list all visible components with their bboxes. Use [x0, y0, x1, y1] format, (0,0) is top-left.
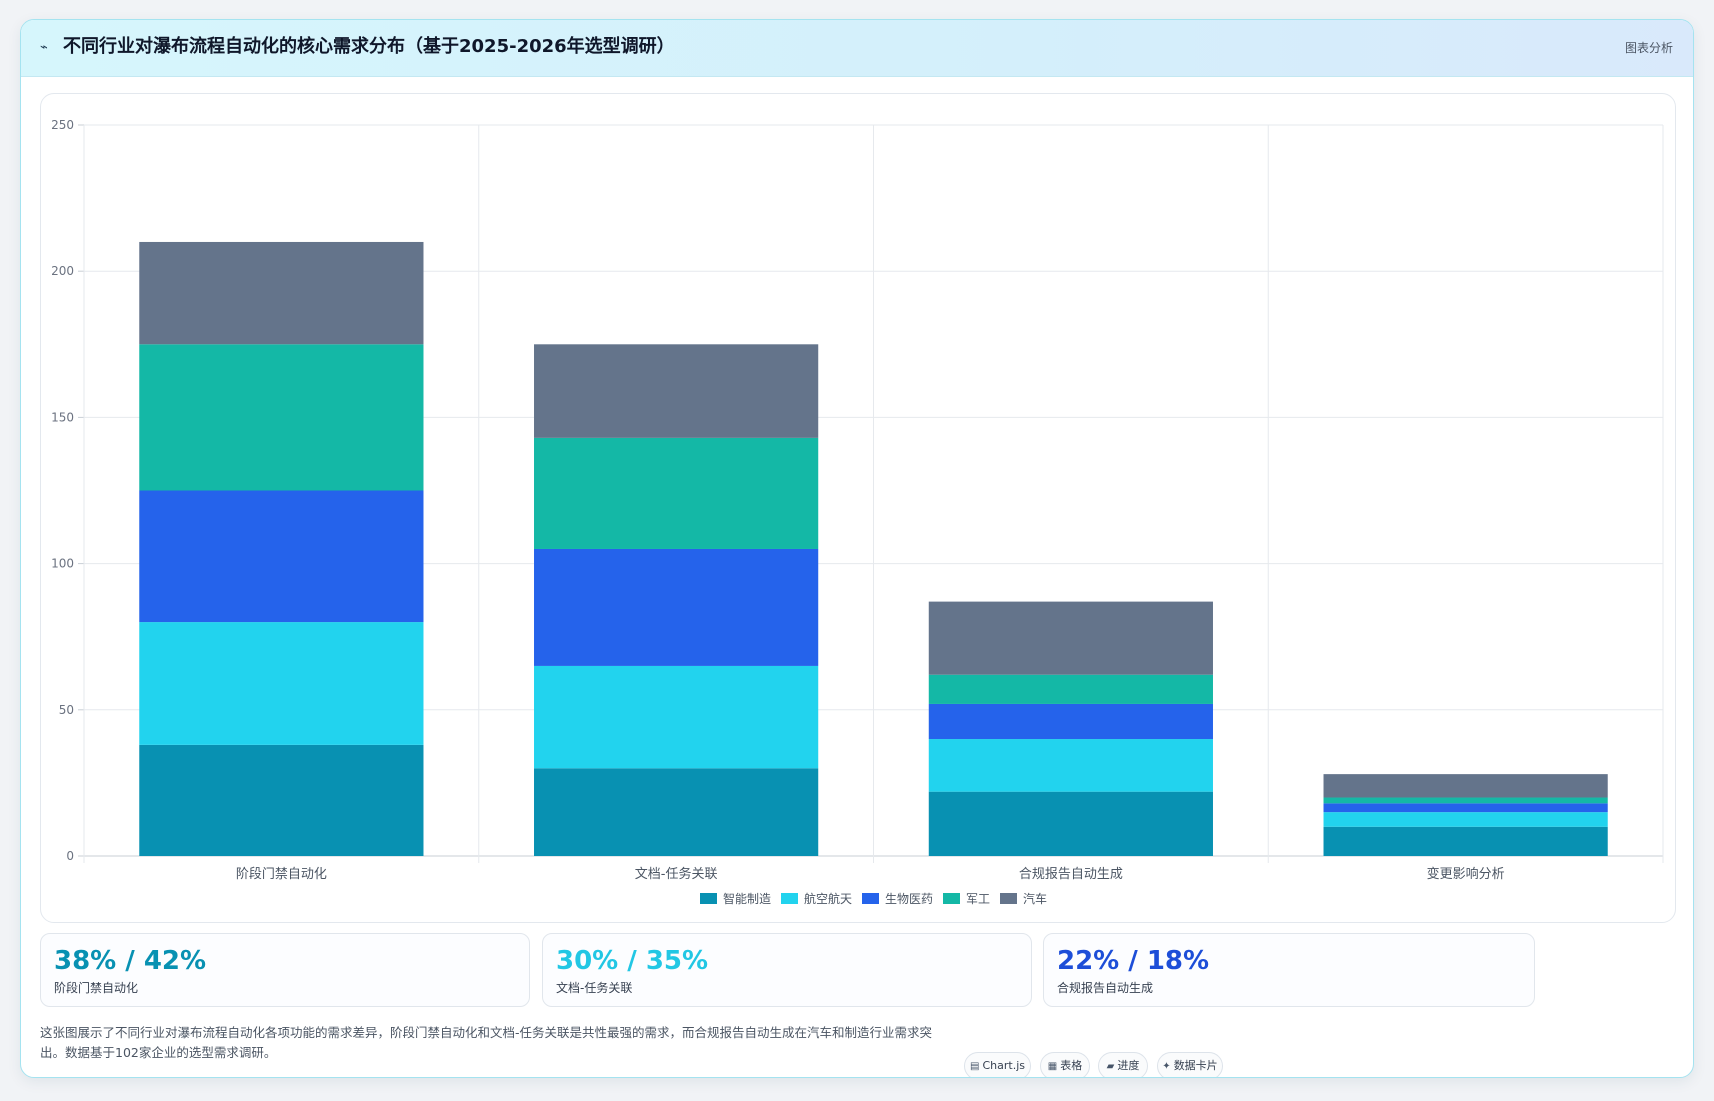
stat-label: 文档-任务关联 [556, 981, 633, 995]
progress-icon: ▰ [1106, 1061, 1115, 1072]
bar-segment [139, 344, 424, 491]
bar-segment [139, 241, 424, 345]
stat-card-doc-task: 30% / 35% 文档-任务关联 [542, 933, 1032, 1007]
chip-chartjs[interactable]: ▤ Chart.js [964, 1052, 1031, 1077]
bar-segment [139, 622, 424, 745]
chip-label: Chart.js [982, 1059, 1025, 1072]
legend-label: 汽车 [1023, 891, 1047, 906]
page-title: 不同行业对瀑布流程自动化的核心需求分布（基于2025-2026年选型调研） [63, 36, 675, 57]
bar-segment [928, 674, 1213, 704]
card-header: ⌁ 不同行业对瀑布流程自动化的核心需求分布（基于2025-2026年选型调研） … [21, 20, 1693, 77]
bar-segment [928, 601, 1213, 675]
trend-icon: ⌁ [40, 40, 48, 55]
bar-segment [928, 739, 1213, 792]
legend-swatch [700, 893, 717, 904]
stacked-bar-chart: 0 50 100 150 200 250 阶段门禁自动化 文档-任务关联 合规报告自动生成 变更影… [51, 118, 1664, 906]
stat-value: 22% / 18% [1057, 946, 1210, 976]
y-tick-label: 50 [59, 703, 74, 717]
chart-panel: 0 50 100 150 200 250 阶段门禁自动化 文档-任务关联 合规报告自动生成 变更影… [40, 93, 1676, 923]
legend-swatch [943, 893, 960, 904]
bar-segment [534, 768, 819, 856]
chip-table[interactable]: ▦ 表格 [1040, 1052, 1090, 1077]
y-tick-label: 200 [51, 264, 74, 278]
x-tick-label: 文档-任务关联 [635, 866, 718, 882]
chart-icon: ▤ [970, 1061, 980, 1072]
bar-segment [1323, 797, 1608, 804]
chip-data-card[interactable]: ✦ 数据卡片 [1157, 1052, 1223, 1077]
table-icon: ▦ [1047, 1061, 1058, 1072]
chip-progress[interactable]: ▰ 进度 [1098, 1052, 1148, 1077]
stat-label: 合规报告自动生成 [1057, 981, 1154, 995]
bar-segment [139, 490, 424, 623]
legend-swatch [781, 893, 798, 904]
chart-card: ⌁ 不同行业对瀑布流程自动化的核心需求分布（基于2025-2026年选型调研） … [20, 19, 1694, 1078]
y-tick-label: 100 [51, 557, 74, 571]
bar-segment [1323, 774, 1608, 798]
y-tick-label: 0 [66, 849, 74, 863]
bar-segment [928, 791, 1213, 856]
bar-segment [534, 437, 819, 549]
legend-label: 生物医药 [885, 892, 933, 906]
stat-value: 38% / 42% [54, 946, 207, 976]
bar-segment [139, 744, 424, 856]
chart-description: 这张图展示了不同行业对瀑布流程自动化各项功能的需求差异，阶段门禁自动化和文档-任… [40, 1025, 933, 1060]
legend-swatch [862, 893, 879, 904]
bar-segment [1323, 812, 1608, 827]
x-tick-label: 变更影响分析 [1427, 866, 1505, 882]
bar-segment [534, 548, 819, 666]
stat-card-compliance: 22% / 18% 合规报告自动生成 [1043, 933, 1535, 1007]
legend-label: 航空航天 [804, 891, 852, 906]
bar-segment [1323, 826, 1608, 856]
x-tick-label: 阶段门禁自动化 [236, 867, 327, 882]
bar-segment [928, 703, 1213, 740]
stat-label: 阶段门禁自动化 [54, 981, 139, 995]
chip-label: 表格 [1060, 1059, 1083, 1072]
bar-segment [534, 665, 819, 769]
x-tick-label: 合规报告自动生成 [1019, 867, 1123, 882]
chip-label: 数据卡片 [1173, 1059, 1218, 1072]
bar-segment [1323, 803, 1608, 813]
y-tick-label: 150 [51, 410, 74, 424]
y-tick-label: 250 [51, 118, 74, 132]
bar-segment [534, 344, 819, 438]
legend-label: 智能制造 [723, 891, 771, 906]
legend-label: 军工 [966, 892, 990, 906]
chip-label: 进度 [1117, 1059, 1140, 1072]
sparkle-icon: ✦ [1162, 1061, 1171, 1072]
stat-card-stage-gate: 38% / 42% 阶段门禁自动化 [40, 933, 530, 1007]
stat-value: 30% / 35% [556, 946, 709, 976]
chart-analysis-tag: 图表分析 [1624, 41, 1673, 55]
legend-swatch [1000, 893, 1017, 904]
